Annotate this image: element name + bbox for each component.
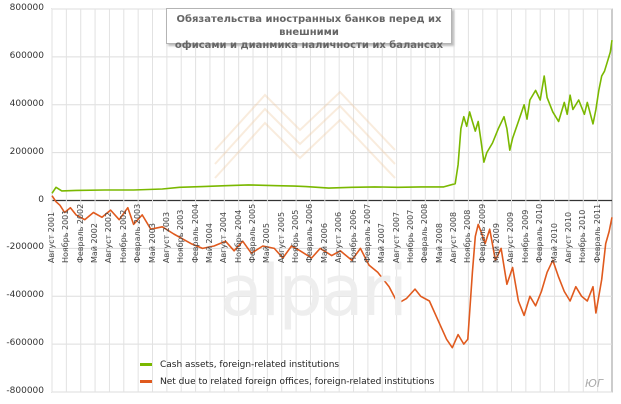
x-tick-label: Ноябрь 2010	[578, 209, 588, 263]
author-signature: ЮГ	[585, 377, 604, 390]
watermark-text: alpari	[220, 250, 408, 332]
y-tick-label: 0	[38, 194, 44, 205]
series-line-0	[51, 39, 613, 194]
legend-swatch-cash-assets	[140, 363, 152, 366]
x-tick-label: Февраль 2008	[420, 203, 430, 263]
x-tick-label: Февраль 2003	[133, 203, 143, 263]
legend-swatch-net-due	[140, 380, 152, 383]
x-tick-label: Февраль 2006	[305, 203, 315, 263]
watermark-ridge	[214, 104, 396, 165]
x-tick-label: Ноябрь 2009	[520, 209, 530, 263]
x-tick-label: Август 2001	[47, 211, 56, 263]
x-tick-label: Август 2002	[104, 211, 114, 263]
x-tick-label: Август 2004	[219, 211, 229, 263]
x-tick-label: Февраль 2010	[535, 203, 545, 263]
legend-entry-cash-assets: Cash assets, foreign-related institution…	[140, 356, 434, 373]
x-tick-label: Февраль 2009	[477, 203, 487, 263]
x-tick-label: Май 2006	[319, 222, 329, 263]
watermark-ridge	[214, 90, 396, 151]
y-tick-label: -200000	[6, 242, 44, 253]
y-tick-label: -400000	[6, 290, 44, 301]
x-tick-label: Февраль 2005	[248, 203, 258, 263]
x-tick-label: Май 2007	[377, 222, 387, 263]
chart-title-line-1: Обязательства иностранных банков перед и…	[176, 14, 442, 38]
x-tick-label: Август 2008	[449, 211, 459, 263]
chart-title-line-2: офисами и дианмика наличности их баланса…	[174, 40, 444, 51]
x-tick-label: Ноябрь 2004	[233, 209, 243, 263]
x-tick-label: Ноябрь 2003	[176, 209, 186, 263]
x-tick-label: Февраль 2007	[362, 203, 372, 263]
series-line-1	[51, 195, 613, 349]
x-tick-label: Май 2002	[90, 222, 100, 263]
x-tick-label: Ноябрь 2002	[118, 209, 128, 263]
x-tick-label: Май 2010	[549, 222, 559, 263]
legend-entry-net-due: Net due to related foreign offices, fore…	[140, 373, 434, 390]
x-tick-label: Ноябрь 2006	[348, 209, 358, 263]
x-tick-label: Ноябрь 2005	[291, 209, 301, 263]
chart-title: Обязательства иностранных банков перед и…	[166, 8, 452, 51]
legend-label-net-due: Net due to related foreign offices, fore…	[160, 376, 435, 387]
x-tick-label: Август 2010	[563, 211, 573, 263]
x-tick-label: Ноябрь 2001	[61, 209, 71, 263]
x-tick-label: Август 2006	[334, 211, 344, 263]
x-tick-label: Август 2003	[161, 211, 171, 263]
x-tick-label: Февраль 2004	[190, 203, 200, 263]
watermark-ridge	[214, 118, 396, 179]
chart-legend: Cash assets, foreign-related institution…	[140, 356, 434, 390]
y-tick-label: -800000	[6, 386, 44, 396]
x-tick-label: Август 2009	[506, 211, 516, 263]
y-tick-label: -600000	[6, 338, 44, 349]
x-tick-label: Май 2004	[204, 222, 214, 263]
x-tick-label: Февраль 2002	[75, 203, 85, 263]
x-tick-label: Ноябрь 2008	[463, 209, 473, 263]
x-tick-label: Август 2005	[276, 211, 286, 263]
x-tick-label: Май 2005	[262, 222, 272, 263]
x-tick-label: Май 2009	[492, 222, 502, 263]
watermark-logo	[214, 90, 396, 179]
x-tick-label: Ноябрь 2007	[405, 209, 415, 263]
x-tick-label: Август 2007	[391, 211, 401, 263]
x-tick-label: Май 2008	[434, 222, 444, 263]
x-tick-label: Февраль 2011	[592, 203, 602, 263]
y-tick-label: 200000	[9, 146, 44, 157]
x-tick-label: Май 2003	[147, 222, 157, 263]
legend-label-cash-assets: Cash assets, foreign-related institution…	[160, 359, 340, 370]
y-tick-label: 600000	[9, 50, 44, 61]
y-tick-label: 400000	[9, 98, 44, 109]
y-tick-label: 800000	[9, 3, 44, 13]
